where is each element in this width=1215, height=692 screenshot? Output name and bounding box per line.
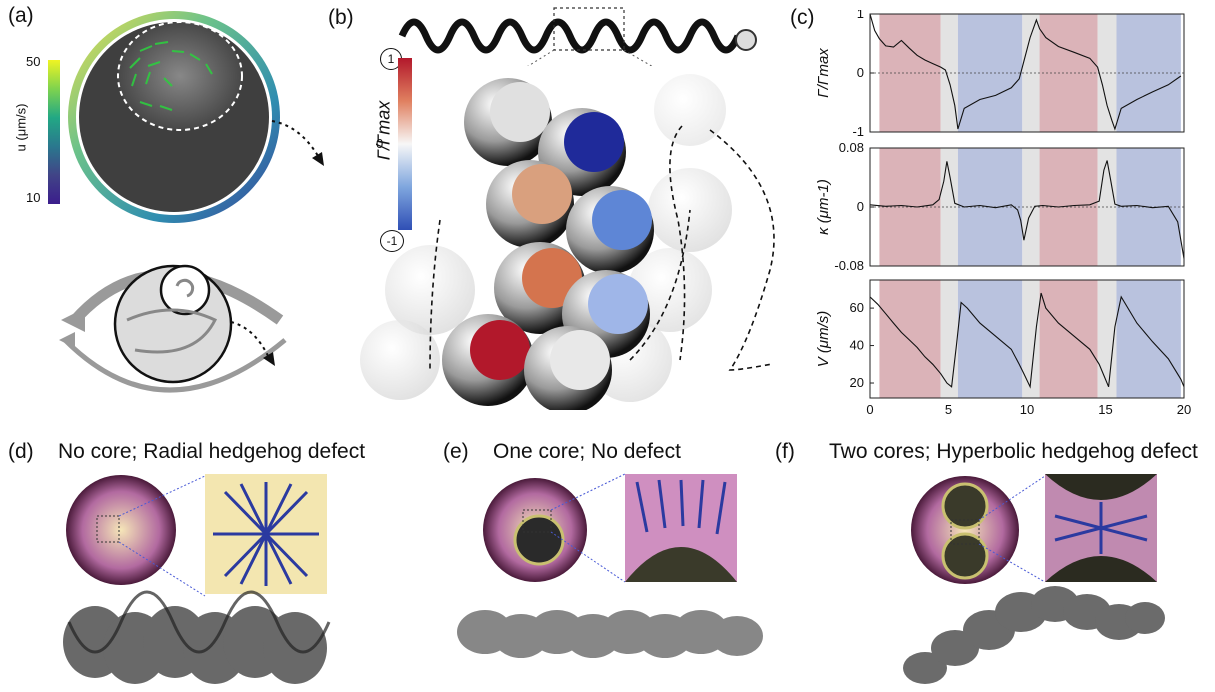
chart-3-band-6 xyxy=(1097,280,1117,398)
droplet-sequence-image xyxy=(360,74,775,410)
chart-1-ytick-3: -1 xyxy=(852,124,864,139)
panel-d-caption: No core; Radial hedgehog defect xyxy=(58,440,366,463)
panel-e-caption: One core; No defect xyxy=(493,440,681,463)
colorbar-max-label: 50 xyxy=(26,54,41,69)
panel-e-figure xyxy=(457,473,763,658)
chart-2-band-5 xyxy=(1039,148,1098,266)
chart-3-xtick-1: 0 xyxy=(866,402,873,417)
chart-3-ytick-3: 20 xyxy=(850,375,864,390)
panel-a-label: (a) xyxy=(8,4,34,27)
chart-3-ytick-1: 60 xyxy=(850,300,864,315)
colorbar-bottom-label: -1 xyxy=(380,230,404,252)
chart-3-ytick-2: 40 xyxy=(850,338,864,353)
chart-3-band-7 xyxy=(1116,280,1181,398)
chart-3-xlabel: t (s) xyxy=(1014,419,1040,420)
panel-d-figure xyxy=(63,474,331,684)
chart-2-ytick-3: -0.08 xyxy=(834,258,864,273)
velocity-colorbar-gradient xyxy=(48,60,60,204)
chart-3-band-3 xyxy=(957,280,1023,398)
chart-3-xtick-4: 15 xyxy=(1098,402,1112,417)
panel-f-figure xyxy=(903,474,1165,684)
circulation-colorbar: Γ/Γmax 1 0 -1 xyxy=(356,30,426,270)
panel-d-label: (d) xyxy=(8,440,34,463)
chart-2-ylabel: κ (μm-1) xyxy=(815,179,832,235)
chart-2-ytick-2: 0 xyxy=(857,199,864,214)
colorbar-min-label: 10 xyxy=(26,190,41,205)
panel-f-caption: Two cores; Hyperbolic hedgehog defect xyxy=(829,440,1198,463)
colorbar-mid-label: 0 xyxy=(376,136,384,151)
colorbar-unit-label: u (μm/s) xyxy=(13,103,29,152)
chart-2-band-2 xyxy=(940,148,958,266)
chart-3-band-4 xyxy=(1022,280,1040,398)
panel-c-label: (c) xyxy=(790,6,815,29)
chart-1-band-5 xyxy=(1039,14,1098,132)
chart-1-ytick-1: 1 xyxy=(857,10,864,21)
droplet-flow-image xyxy=(68,11,324,223)
velocity-colorbar: 50 10 u (μm/s) xyxy=(14,50,78,210)
chart-2-ytick-1: 0.08 xyxy=(839,140,864,155)
chart-3-ylabel: V (μm/s) xyxy=(815,311,832,368)
chart-3-xtick-2: 5 xyxy=(945,402,952,417)
chart-3-xtick-5: 20 xyxy=(1177,402,1191,417)
chart-3-band-1 xyxy=(879,280,941,398)
chart-1-ylabel: Γ/Γmax xyxy=(815,48,832,98)
chart-3-band-5 xyxy=(1039,280,1098,398)
panel-b-label: (b) xyxy=(328,6,354,29)
chart-1-series-line xyxy=(869,13,1182,131)
chart-3-band-2 xyxy=(940,280,958,398)
chart-1-ytick-2: 0 xyxy=(857,65,864,80)
chart-2-series-line xyxy=(869,160,1185,259)
chart-3-frame xyxy=(869,279,1185,399)
circulation-colorbar-gradient xyxy=(398,58,412,230)
helical-trajectory-top xyxy=(398,7,757,66)
chart-3-series-line xyxy=(869,292,1185,389)
chart-3-xtick-3: 10 xyxy=(1020,402,1034,417)
panel-f-label: (f) xyxy=(775,440,795,463)
panel-e-label: (e) xyxy=(443,440,469,463)
flow-schematic xyxy=(59,264,287,393)
